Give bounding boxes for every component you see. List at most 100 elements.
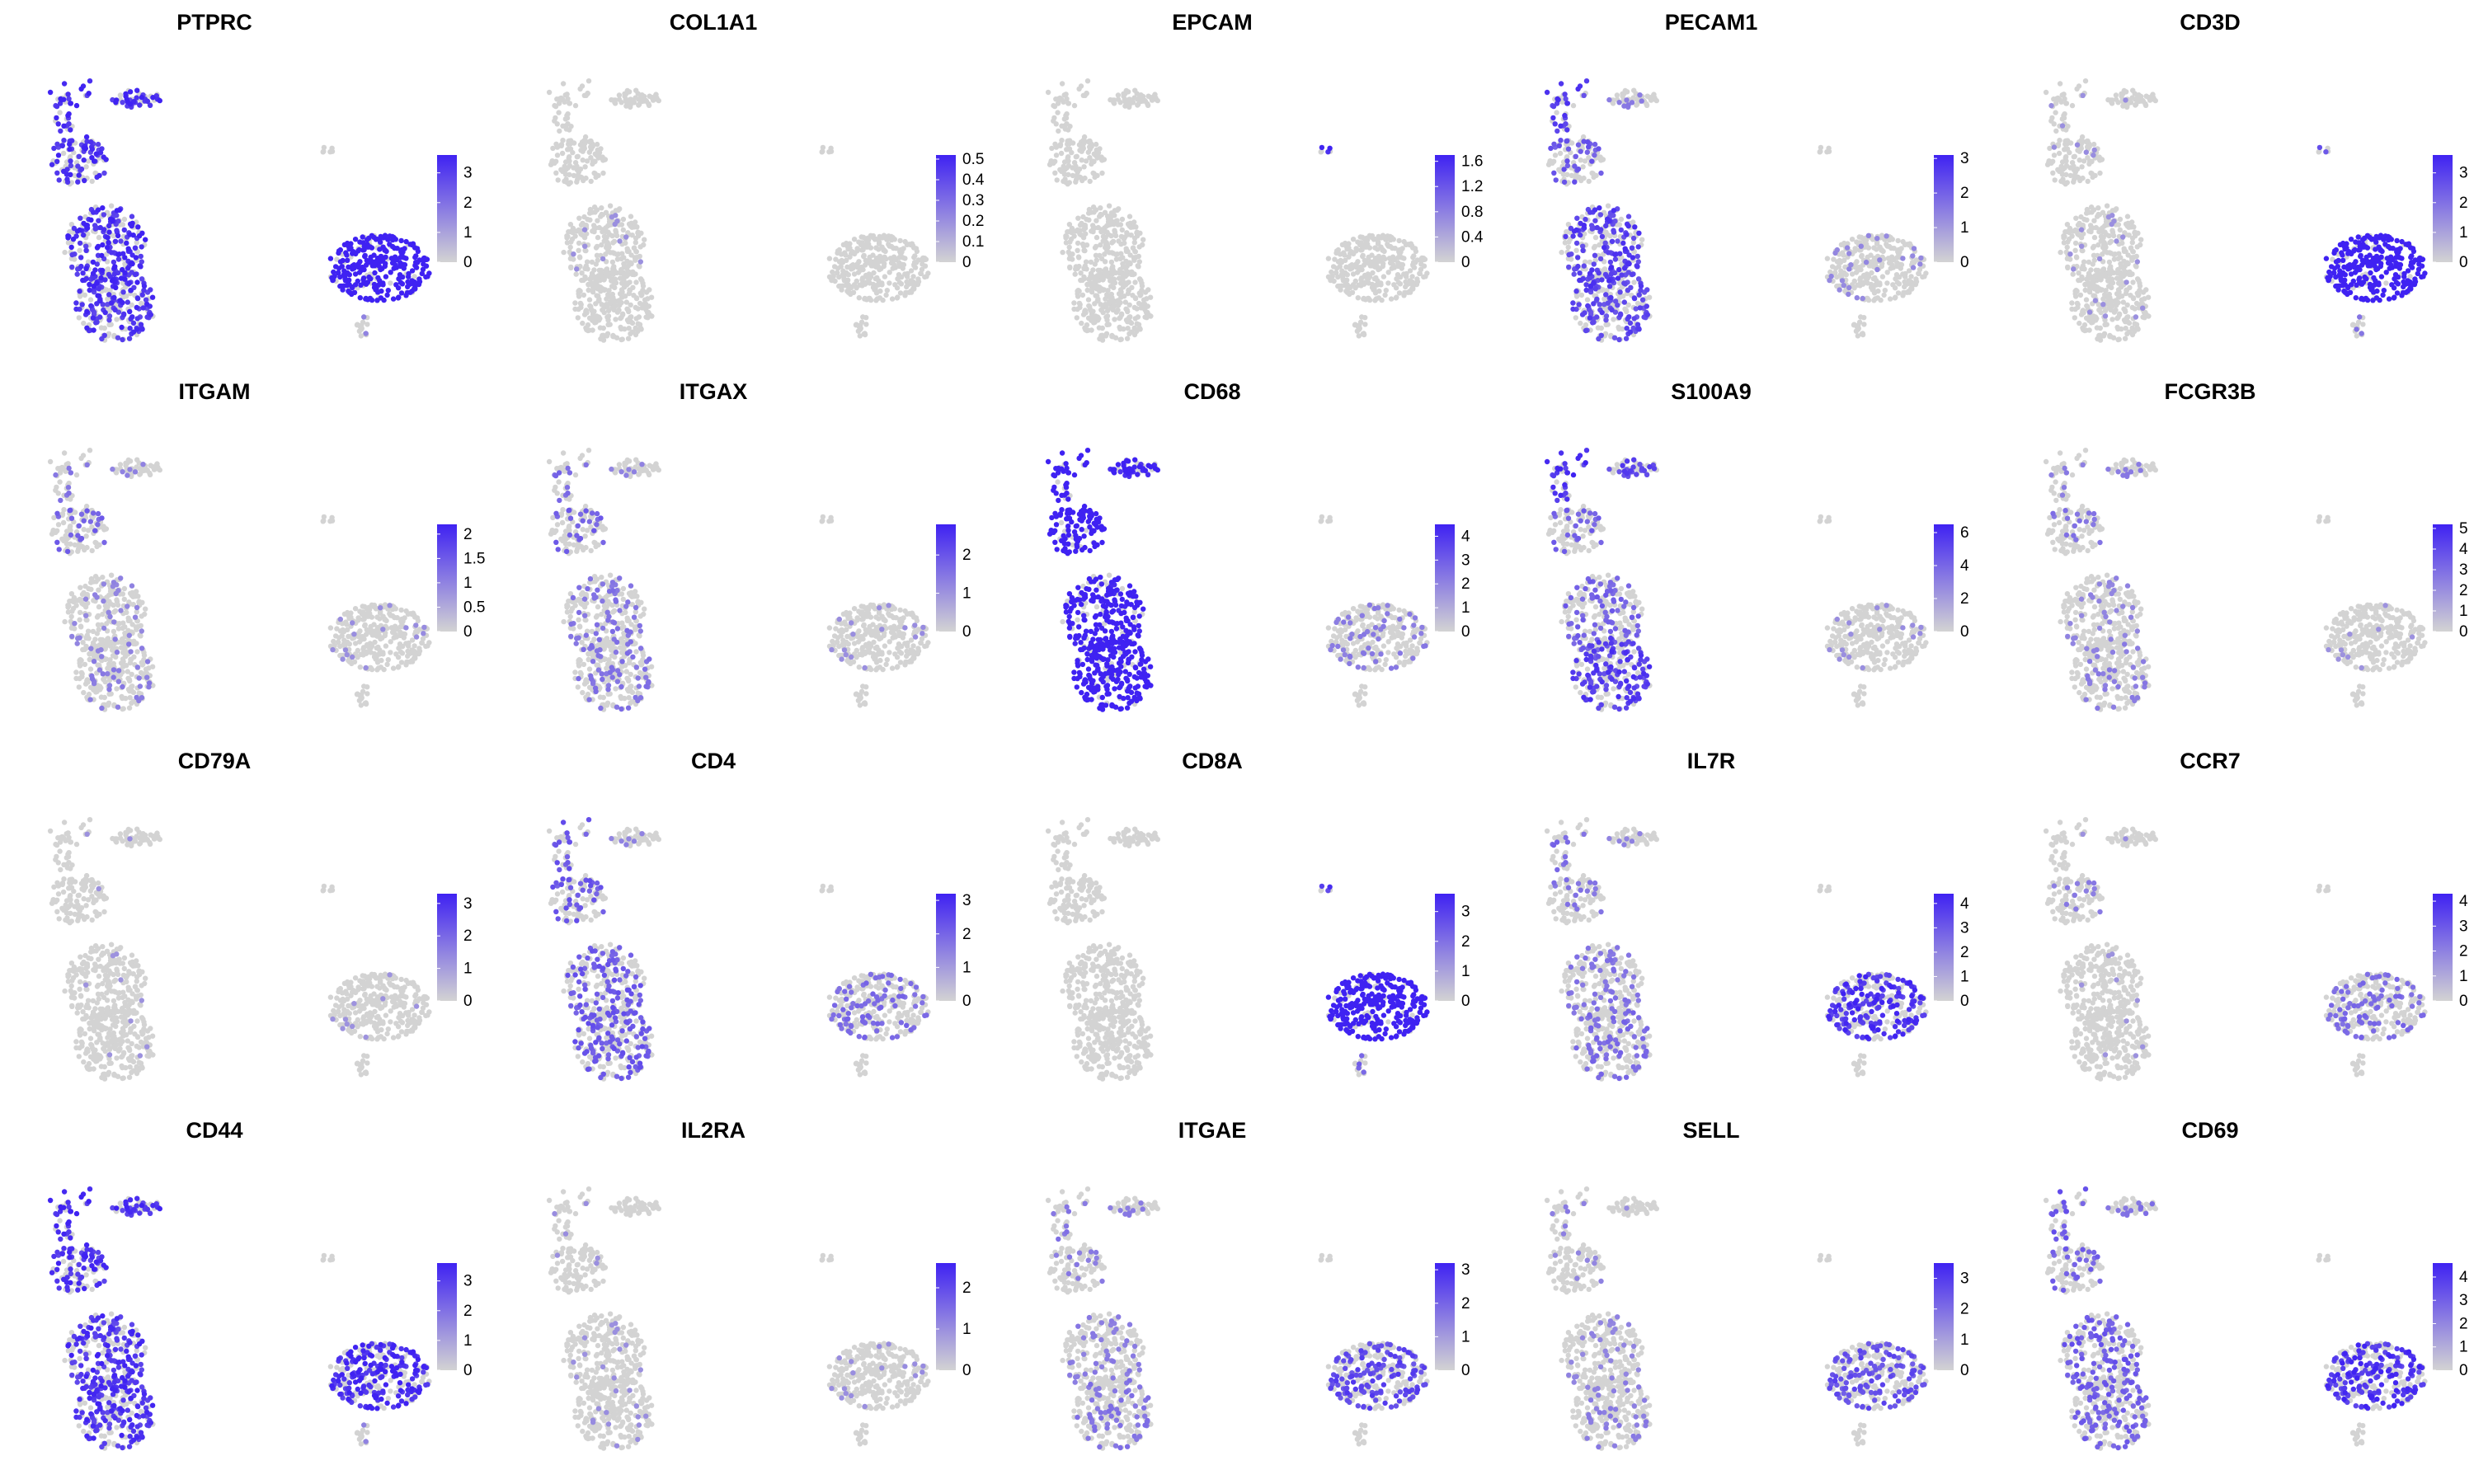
cell-point [357, 239, 363, 245]
cell-point [121, 216, 128, 223]
cell-point [2353, 239, 2359, 245]
cell-point [591, 204, 598, 210]
cell-point [1587, 315, 1593, 321]
cell-point [609, 232, 615, 239]
cell-point [1112, 229, 1118, 235]
cell-point [1086, 217, 1092, 223]
cell-point [586, 78, 592, 84]
cell-point [1843, 272, 1849, 278]
cell-point [1113, 251, 1119, 257]
cell-point [1098, 302, 1103, 308]
cell-point [616, 92, 623, 98]
cell-point [891, 254, 897, 260]
cell-point [1865, 280, 1870, 286]
cell-point [1611, 317, 1616, 322]
cell-point [1630, 240, 1636, 246]
cell-point [1620, 240, 1626, 247]
cell-point [924, 274, 929, 279]
cell-point [2133, 314, 2139, 320]
cell-point [1865, 245, 1872, 251]
cell-point [68, 158, 73, 164]
cell-point [1634, 300, 1641, 307]
cell-point [2053, 110, 2058, 115]
cell-point [860, 266, 866, 273]
colorbar-tick-label: 0.2 [962, 213, 984, 230]
cell-point [139, 276, 145, 282]
cell-point [2143, 287, 2149, 293]
cell-point [2399, 238, 2405, 245]
cell-point [871, 270, 877, 276]
cell-point [549, 158, 555, 164]
cell-point [367, 295, 373, 302]
cell-point [382, 247, 388, 253]
cell-point [2139, 301, 2146, 308]
cell-point [128, 288, 134, 294]
cell-point [56, 177, 62, 183]
cell-point [2057, 81, 2063, 87]
cell-point [2085, 178, 2091, 185]
cell-point [1147, 294, 1154, 300]
cell-point [1112, 303, 1117, 309]
cell-point [2393, 255, 2399, 261]
cell-point [627, 288, 633, 294]
cell-point [856, 239, 862, 245]
cell-point [888, 237, 895, 243]
cell-point [420, 266, 426, 272]
cell-point [1918, 255, 1924, 261]
cell-point [360, 234, 365, 240]
cell-point [621, 264, 627, 270]
cell-point [366, 259, 373, 265]
cell-point [115, 251, 121, 257]
cell-point [1120, 276, 1126, 282]
cell-point [1082, 308, 1089, 313]
cell-point [2109, 213, 2115, 218]
cell-point [1597, 212, 1604, 218]
cell-point [2359, 281, 2365, 287]
cell-point [1849, 237, 1856, 242]
cell-point [1048, 158, 1054, 164]
cell-point [1587, 259, 1593, 265]
cell-point [1582, 259, 1588, 265]
cell-point [1596, 270, 1602, 276]
cell-point [1344, 272, 1350, 278]
cell-point [1080, 146, 1086, 152]
cell-point [624, 306, 630, 312]
cell-point [2400, 289, 2406, 296]
cell-point [107, 288, 113, 294]
cell-point [1575, 263, 1581, 270]
cell-point [2118, 264, 2124, 270]
cell-point [121, 227, 127, 233]
cell-point [352, 237, 359, 242]
cell-point [576, 169, 581, 175]
cell-point [555, 177, 561, 183]
cell-point [1817, 149, 1823, 155]
feature-panel-ptprc: 0 1 2 3 PTPRC [0, 0, 495, 367]
cell-point [1061, 92, 1067, 98]
cell-point [2073, 215, 2079, 221]
cell-point [1366, 275, 1371, 282]
cell-point [1573, 315, 1578, 321]
cell-point [2337, 268, 2343, 274]
cell-point [1132, 295, 1138, 301]
cell-point [586, 282, 591, 288]
cell-point [54, 115, 59, 121]
cell-point [2111, 251, 2117, 257]
cell-point [574, 266, 580, 272]
cell-point [1900, 256, 1906, 261]
cell-point [1647, 95, 1653, 101]
cell-point [649, 313, 655, 319]
cell-point [2098, 277, 2104, 283]
cell-point [139, 326, 145, 332]
cell-point [85, 231, 91, 237]
cell-point [1131, 95, 1137, 101]
cell-point [1605, 300, 1611, 306]
cell-point [594, 141, 600, 148]
cell-point [2136, 292, 2142, 298]
cell-point [1633, 306, 1639, 312]
cell-point [613, 229, 619, 235]
cell-point [641, 93, 647, 100]
cell-point [2074, 300, 2081, 307]
cell-point [101, 227, 107, 232]
cell-point [1343, 288, 1349, 294]
cell-point [576, 294, 582, 299]
